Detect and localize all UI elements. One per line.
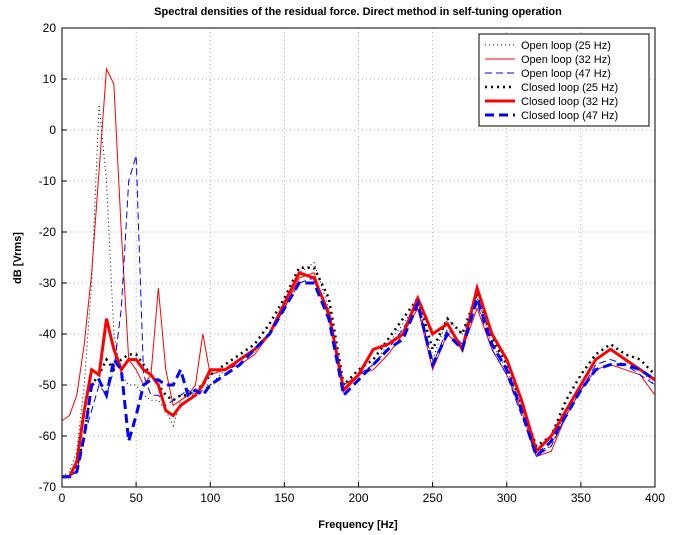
y-tick-label: -60 [39,429,57,443]
y-tick-label: -20 [39,225,57,239]
data-line [62,270,655,479]
legend-box [478,33,650,127]
data-line [62,281,655,479]
x-tick-label: 250 [423,491,443,505]
y-tick-label: 0 [49,123,56,137]
y-tick-label: 20 [43,21,57,35]
x-tick-label: 350 [571,491,591,505]
y-tick-label: -10 [39,174,57,188]
y-tick-label: -70 [39,480,57,494]
x-tick-label: 0 [59,491,66,505]
y-tick-label: -40 [39,327,57,341]
x-tick-label: 100 [200,491,220,505]
legend-label: Open loop (32 Hz) [521,54,611,66]
y-tick-label: -30 [39,276,57,290]
x-axis-label: Frequency [Hz] [318,519,398,531]
x-tick-label: 400 [645,491,665,505]
legend-label: Closed loop (25 Hz) [521,82,618,94]
chart-title: Spectral densities of the residual force… [154,6,562,18]
legend-label: Open loop (47 Hz) [521,68,611,80]
y-tick-label: 10 [43,72,57,86]
y-tick-label: -50 [39,378,57,392]
x-tick-label: 200 [348,491,368,505]
x-tick-label: 300 [497,491,517,505]
legend-label: Open loop (25 Hz) [521,40,611,52]
y-axis-label: dB [Vrms] [12,232,24,284]
legend-label: Closed loop (47 Hz) [521,110,618,122]
x-tick-label: 150 [274,491,294,505]
x-tick-label: 50 [129,491,143,505]
plot-frame [61,27,656,488]
legend-label: Closed loop (32 Hz) [521,96,618,108]
